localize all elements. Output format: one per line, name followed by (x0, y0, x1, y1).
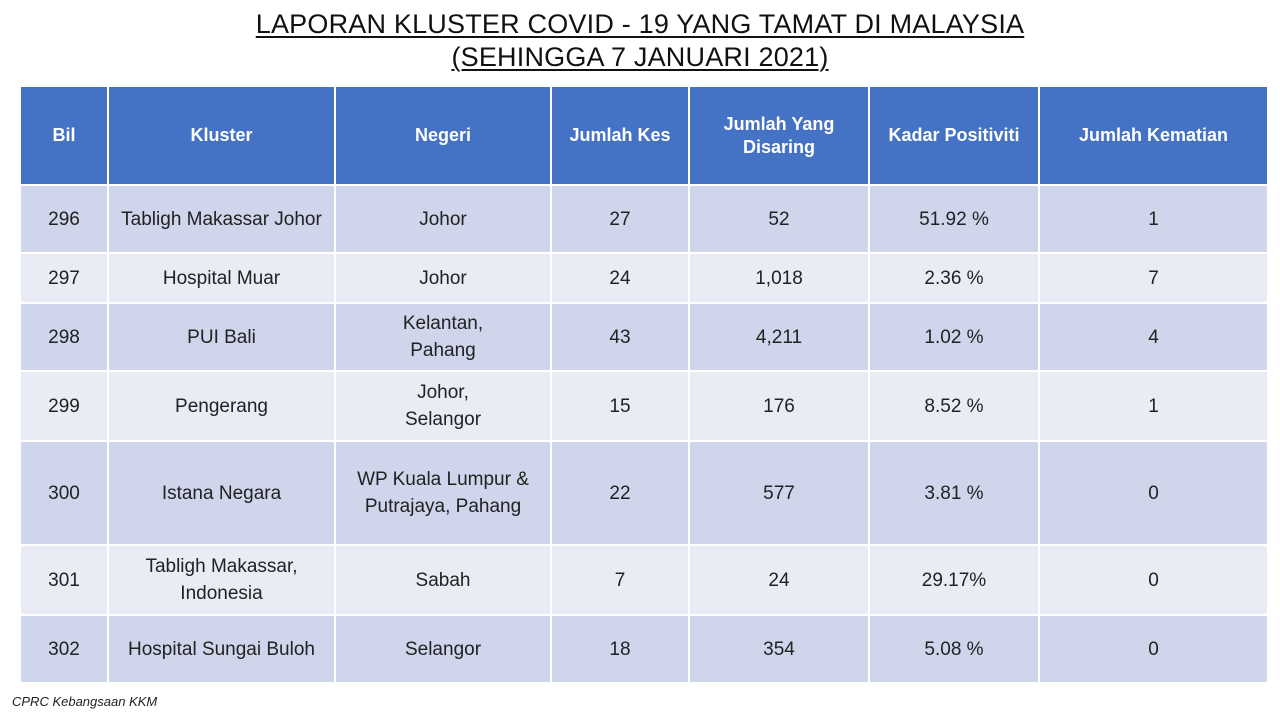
cell-bil: 301 (19, 544, 109, 616)
header-bil: Bil (19, 85, 109, 186)
cell-negeri: Johor (334, 252, 552, 304)
cell-kadar-positiviti: 51.92 % (868, 184, 1040, 254)
cell-jumlah-kematian: 0 (1038, 544, 1269, 616)
title-line-2: (SEHINGGA 7 JANUARI 2021) (451, 42, 829, 72)
table-row: 298 PUI Bali Kelantan, Pahang 43 4,211 1… (19, 302, 1269, 372)
cell-negeri: WP Kuala Lumpur & Putrajaya, Pahang (334, 440, 552, 546)
cell-bil: 299 (19, 370, 109, 442)
cell-kluster: PUI Bali (107, 302, 336, 372)
cluster-table: Bil Kluster Negeri Jumlah Kes Jumlah Yan… (19, 85, 1269, 684)
table-row: 299 Pengerang Johor, Selangor 15 176 8.5… (19, 370, 1269, 442)
cell-negeri: Kelantan, Pahang (334, 302, 552, 372)
cell-bil: 302 (19, 614, 109, 684)
cell-jumlah-kes: 7 (550, 544, 690, 616)
source-footer: CPRC Kebangsaan KKM (12, 694, 158, 709)
cell-kadar-positiviti: 2.36 % (868, 252, 1040, 304)
cell-negeri: Johor, Selangor (334, 370, 552, 442)
cell-jumlah-disaring: 577 (688, 440, 870, 546)
cell-bil: 297 (19, 252, 109, 304)
cell-kluster: Istana Negara (107, 440, 336, 546)
cell-kadar-positiviti: 1.02 % (868, 302, 1040, 372)
cell-kluster: Hospital Sungai Buloh (107, 614, 336, 684)
report-title: LAPORAN KLUSTER COVID - 19 YANG TAMAT DI… (0, 8, 1280, 74)
cell-bil: 300 (19, 440, 109, 546)
cell-jumlah-disaring: 52 (688, 184, 870, 254)
table-row: 302 Hospital Sungai Buloh Selangor 18 35… (19, 614, 1269, 684)
cell-jumlah-kematian: 1 (1038, 370, 1269, 442)
cell-jumlah-disaring: 1,018 (688, 252, 870, 304)
cell-jumlah-kematian: 4 (1038, 302, 1269, 372)
cell-jumlah-kes: 18 (550, 614, 690, 684)
cell-kadar-positiviti: 8.52 % (868, 370, 1040, 442)
cell-kluster: Tabligh Makassar, Indonesia (107, 544, 336, 616)
cell-bil: 298 (19, 302, 109, 372)
cell-kadar-positiviti: 5.08 % (868, 614, 1040, 684)
header-negeri: Negeri (334, 85, 552, 186)
header-kluster: Kluster (107, 85, 336, 186)
cell-jumlah-kematian: 7 (1038, 252, 1269, 304)
header-jumlah-kes: Jumlah Kes (550, 85, 690, 186)
cell-negeri: Sabah (334, 544, 552, 616)
header-jumlah-kematian: Jumlah Kematian (1038, 85, 1269, 186)
table-header-row: Bil Kluster Negeri Jumlah Kes Jumlah Yan… (19, 85, 1269, 186)
title-line-1: LAPORAN KLUSTER COVID - 19 YANG TAMAT DI… (255, 9, 1025, 39)
header-kadar-positiviti: Kadar Positiviti (868, 85, 1040, 186)
cell-jumlah-disaring: 176 (688, 370, 870, 442)
cell-bil: 296 (19, 184, 109, 254)
cell-kluster: Hospital Muar (107, 252, 336, 304)
cell-jumlah-kes: 43 (550, 302, 690, 372)
cell-negeri: Selangor (334, 614, 552, 684)
cell-jumlah-kematian: 0 (1038, 614, 1269, 684)
cell-jumlah-kematian: 1 (1038, 184, 1269, 254)
cell-jumlah-kematian: 0 (1038, 440, 1269, 546)
cell-jumlah-disaring: 4,211 (688, 302, 870, 372)
cell-jumlah-kes: 22 (550, 440, 690, 546)
cell-jumlah-kes: 27 (550, 184, 690, 254)
cell-negeri: Johor (334, 184, 552, 254)
table-row: 296 Tabligh Makassar Johor Johor 27 52 5… (19, 184, 1269, 254)
cell-kluster: Pengerang (107, 370, 336, 442)
cell-kadar-positiviti: 29.17% (868, 544, 1040, 616)
table-row: 301 Tabligh Makassar, Indonesia Sabah 7 … (19, 544, 1269, 616)
cell-jumlah-kes: 15 (550, 370, 690, 442)
cell-jumlah-disaring: 24 (688, 544, 870, 616)
cell-kluster: Tabligh Makassar Johor (107, 184, 336, 254)
cell-jumlah-kes: 24 (550, 252, 690, 304)
cell-jumlah-disaring: 354 (688, 614, 870, 684)
table-row: 297 Hospital Muar Johor 24 1,018 2.36 % … (19, 252, 1269, 304)
table-row: 300 Istana Negara WP Kuala Lumpur & Putr… (19, 440, 1269, 546)
header-jumlah-disaring: Jumlah Yang Disaring (688, 85, 870, 186)
cell-kadar-positiviti: 3.81 % (868, 440, 1040, 546)
